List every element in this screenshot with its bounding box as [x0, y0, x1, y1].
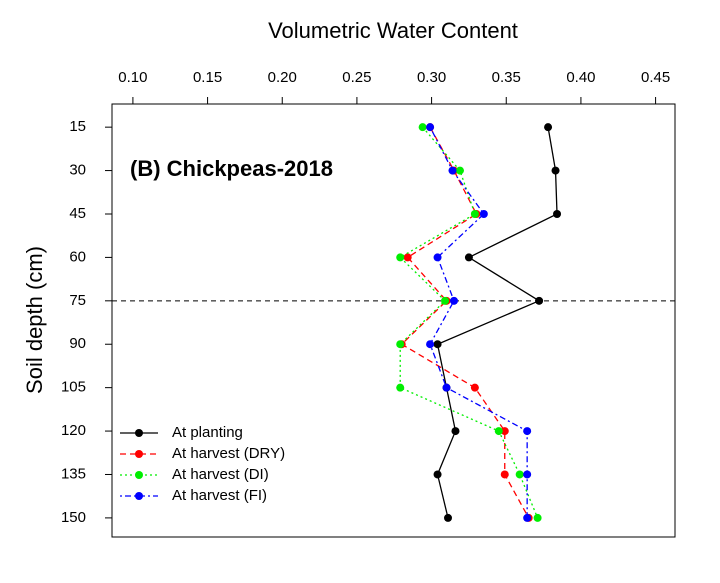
- data-point: [396, 340, 405, 349]
- data-point: [523, 513, 532, 522]
- data-point: [515, 470, 524, 479]
- data-point: [553, 209, 562, 218]
- legend-marker: [135, 471, 143, 479]
- series-line: [436, 127, 558, 519]
- series-line: [399, 126, 539, 519]
- legend-label: At harvest (DI): [172, 466, 269, 483]
- data-point: [396, 383, 405, 392]
- data-point: [396, 253, 405, 262]
- x-tick-label: 0.30: [417, 69, 446, 86]
- y-tick-label: 45: [69, 205, 86, 222]
- data-point: [426, 123, 435, 132]
- data-point: [551, 166, 560, 175]
- y-axis-title: Soil depth (cm): [22, 246, 47, 394]
- x-tick-label: 0.10: [118, 69, 147, 86]
- annotation: (B) Chickpeas-2018: [130, 156, 333, 181]
- data-point: [523, 470, 532, 479]
- y-tick-label: 150: [61, 509, 86, 526]
- data-point: [544, 123, 553, 132]
- y-tick-label: 135: [61, 465, 86, 482]
- y-tick-label: 90: [69, 335, 86, 352]
- series-line: [429, 126, 528, 518]
- y-tick-label: 60: [69, 248, 86, 265]
- x-tick-label: 0.15: [193, 69, 222, 86]
- x-tick-label: 0.20: [268, 69, 297, 86]
- data-point: [433, 340, 442, 349]
- data-point: [433, 253, 442, 262]
- legend-marker: [135, 492, 143, 500]
- data-point: [494, 427, 503, 436]
- x-tick-label: 0.40: [566, 69, 595, 86]
- data-point: [523, 427, 532, 436]
- data-point: [448, 166, 457, 175]
- data-point: [403, 253, 412, 262]
- x-tick-label: 0.25: [342, 69, 371, 86]
- data-point: [535, 296, 544, 305]
- y-tick-label: 120: [61, 422, 86, 439]
- data-point: [449, 296, 458, 305]
- data-point: [426, 340, 435, 349]
- data-point: [500, 427, 509, 436]
- legend-marker: [135, 429, 143, 437]
- data-point: [533, 513, 542, 522]
- legend-label: At harvest (DRY): [172, 445, 285, 462]
- data-point: [451, 427, 460, 436]
- data-point: [455, 166, 464, 175]
- data-point: [470, 209, 479, 218]
- series-line: [400, 126, 530, 519]
- plot-frame: [111, 103, 676, 538]
- data-point: [441, 296, 450, 305]
- x-tick-label: 0.35: [492, 69, 521, 86]
- y-tick-label: 30: [69, 162, 86, 179]
- y-tick-label: 105: [61, 379, 86, 396]
- y-tick-label: 15: [69, 118, 86, 135]
- legend-label: At harvest (FI): [172, 487, 267, 504]
- y-tick-label: 75: [69, 292, 86, 309]
- data-point: [444, 513, 453, 522]
- data-point: [479, 209, 488, 218]
- data-point: [418, 123, 427, 132]
- x-tick-label: 0.45: [641, 69, 670, 86]
- data-point: [433, 470, 442, 479]
- data-point: [442, 383, 451, 392]
- data-point: [500, 470, 509, 479]
- legend-marker: [135, 450, 143, 458]
- data-point: [464, 253, 473, 262]
- legend-label: At planting: [172, 424, 243, 441]
- data-point: [470, 383, 479, 392]
- x-axis-title: Volumetric Water Content: [268, 18, 518, 43]
